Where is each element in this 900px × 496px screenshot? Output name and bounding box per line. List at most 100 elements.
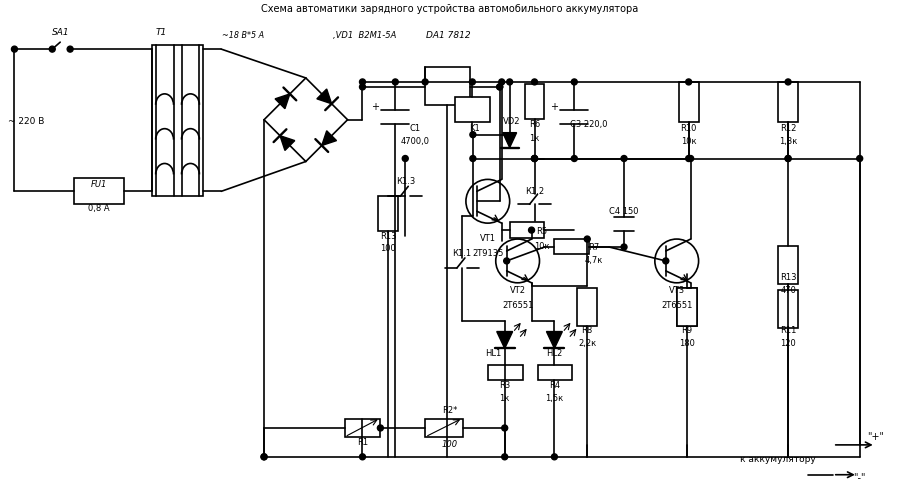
Bar xyxy=(554,239,590,254)
Text: R6: R6 xyxy=(529,120,540,129)
Text: HL1: HL1 xyxy=(484,349,501,358)
Text: 10к: 10к xyxy=(680,137,697,146)
Circle shape xyxy=(621,156,627,162)
Text: К1.2: К1.2 xyxy=(525,187,544,196)
Circle shape xyxy=(402,156,409,162)
Text: 4700,0: 4700,0 xyxy=(400,137,429,146)
Circle shape xyxy=(686,156,691,162)
Circle shape xyxy=(377,425,383,431)
Text: +: + xyxy=(372,102,380,112)
Text: "-": "-" xyxy=(853,472,866,482)
Circle shape xyxy=(68,46,73,52)
Text: 0,8 А: 0,8 А xyxy=(88,204,110,213)
Text: T1: T1 xyxy=(156,28,167,37)
Text: R3: R3 xyxy=(500,381,510,390)
Circle shape xyxy=(499,79,505,85)
Circle shape xyxy=(532,156,537,162)
Text: 120: 120 xyxy=(780,339,796,348)
Text: C1: C1 xyxy=(410,124,421,133)
Text: HL2: HL2 xyxy=(546,349,562,358)
Bar xyxy=(525,84,544,119)
Polygon shape xyxy=(280,136,295,150)
Circle shape xyxy=(785,156,791,162)
Text: к аккумулятору: к аккумулятору xyxy=(741,455,816,464)
Circle shape xyxy=(528,227,535,233)
Circle shape xyxy=(501,425,508,431)
Bar xyxy=(345,419,381,437)
Bar xyxy=(778,246,798,284)
Circle shape xyxy=(470,131,476,137)
Text: 2Т6551: 2Т6551 xyxy=(502,301,534,310)
Bar xyxy=(455,97,490,122)
Text: "+": "+" xyxy=(867,432,884,442)
Bar xyxy=(679,82,698,122)
Text: R2*: R2* xyxy=(442,406,458,415)
Bar xyxy=(378,196,399,231)
Text: SA1: SA1 xyxy=(52,28,70,37)
Text: К1.1: К1.1 xyxy=(453,249,472,258)
Text: 2Т9135: 2Т9135 xyxy=(472,249,503,258)
Circle shape xyxy=(785,156,791,162)
Text: R8: R8 xyxy=(581,326,593,335)
Text: 470: 470 xyxy=(780,286,796,295)
Text: R10: R10 xyxy=(680,124,697,133)
Text: R5: R5 xyxy=(536,227,547,236)
Text: R11: R11 xyxy=(780,326,796,335)
Bar xyxy=(152,45,203,196)
Polygon shape xyxy=(497,331,513,348)
Text: R13: R13 xyxy=(380,232,397,241)
Text: ~ 220 В: ~ 220 В xyxy=(8,117,45,126)
Text: ,VD1  B2M1-5А: ,VD1 B2M1-5А xyxy=(333,31,396,40)
Circle shape xyxy=(501,454,508,460)
Circle shape xyxy=(688,156,694,162)
Text: K1: K1 xyxy=(470,124,481,133)
Circle shape xyxy=(497,84,503,90)
Circle shape xyxy=(392,79,399,85)
Text: 1к: 1к xyxy=(500,394,510,403)
Text: 100: 100 xyxy=(381,245,396,253)
Circle shape xyxy=(572,156,577,162)
Circle shape xyxy=(470,79,475,85)
Bar xyxy=(577,288,598,325)
Circle shape xyxy=(50,46,55,52)
Circle shape xyxy=(552,454,557,460)
Circle shape xyxy=(532,79,537,85)
Circle shape xyxy=(470,156,476,162)
Circle shape xyxy=(422,79,428,85)
Text: VT3: VT3 xyxy=(669,286,685,295)
Bar xyxy=(677,288,697,325)
Text: Схема автоматики зарядного устройства автомобильного аккумулятора: Схема автоматики зарядного устройства ав… xyxy=(261,4,639,14)
Circle shape xyxy=(359,84,365,90)
Circle shape xyxy=(584,236,590,242)
Text: 2,2к: 2,2к xyxy=(578,339,597,348)
Circle shape xyxy=(532,156,537,162)
Text: R7: R7 xyxy=(589,244,599,252)
Circle shape xyxy=(261,454,267,460)
Circle shape xyxy=(662,258,669,264)
Circle shape xyxy=(359,454,365,460)
Circle shape xyxy=(785,79,791,85)
Polygon shape xyxy=(503,132,517,148)
Polygon shape xyxy=(275,94,290,109)
Bar xyxy=(677,288,697,325)
Text: VD2: VD2 xyxy=(503,117,520,126)
Circle shape xyxy=(359,79,365,85)
Text: 4,7к: 4,7к xyxy=(585,256,603,265)
Circle shape xyxy=(504,258,509,264)
Bar xyxy=(778,290,798,327)
Text: 1,3к: 1,3к xyxy=(778,137,797,146)
Text: 180: 180 xyxy=(679,339,695,348)
Text: R12: R12 xyxy=(780,124,796,133)
Circle shape xyxy=(532,156,537,162)
Bar xyxy=(488,366,523,380)
Circle shape xyxy=(572,79,577,85)
Text: VT1: VT1 xyxy=(480,234,496,243)
Text: 1,5к: 1,5к xyxy=(545,394,563,403)
Text: С3 220,0: С3 220,0 xyxy=(571,120,608,129)
Bar xyxy=(425,419,463,437)
Text: К1.3: К1.3 xyxy=(396,177,415,186)
Circle shape xyxy=(686,79,691,85)
Text: +: + xyxy=(551,102,558,112)
Bar xyxy=(537,366,572,380)
Bar xyxy=(509,222,544,238)
